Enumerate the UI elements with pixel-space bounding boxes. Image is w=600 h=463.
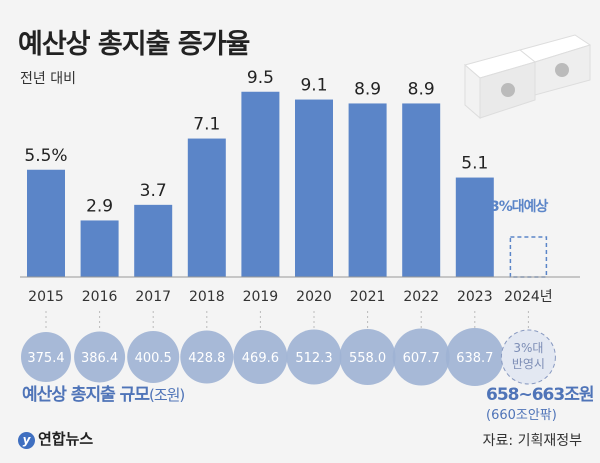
data-label: 9.1 — [300, 76, 327, 96]
data-label: 8.9 — [354, 79, 381, 99]
chart-subtitle: 전년 대비 — [20, 71, 76, 87]
x-tick-label: 2020 — [296, 289, 332, 305]
projected-line2: 반영시 — [512, 357, 545, 371]
logo: y 연합뉴스 — [18, 428, 93, 449]
projected-line1: 3%대 — [513, 341, 543, 355]
data-label: 9.5 — [247, 68, 274, 88]
data-label: 7.1 — [193, 115, 220, 135]
size-value: 558.0 — [349, 351, 386, 366]
size-circle-projected — [500, 329, 556, 385]
size-value: 469.6 — [242, 351, 279, 366]
data-label: 3.7 — [140, 181, 167, 201]
size-value: 638.7 — [456, 351, 493, 366]
data-label: 5.1 — [461, 154, 488, 174]
x-tick-label: 2018 — [189, 289, 225, 305]
size-circle — [74, 331, 126, 383]
data-label: 2.9 — [86, 196, 113, 216]
size-value: 428.8 — [188, 351, 225, 366]
x-tick-label: 2017 — [135, 289, 171, 305]
size-value: 607.7 — [403, 351, 440, 366]
projected-note: (660조안팎) — [486, 408, 557, 423]
x-tick-label: 2015 — [28, 289, 64, 305]
size-value: 512.3 — [295, 351, 332, 366]
size-circle — [233, 330, 288, 384]
size-circle — [286, 329, 342, 385]
money-stack-icon — [463, 34, 592, 120]
size-unit: (조원) — [148, 386, 185, 404]
size-value: 400.5 — [135, 351, 172, 366]
bar — [187, 138, 226, 277]
logo-text: 연합뉴스 — [38, 430, 94, 448]
bar — [295, 99, 333, 277]
data-label: 8.9 — [408, 79, 435, 99]
size-circle — [445, 328, 504, 386]
size-value: 386.4 — [81, 351, 118, 366]
source: 자료: 기획재정부 — [482, 433, 582, 449]
size-circle — [127, 331, 180, 383]
bar-projected — [509, 236, 548, 278]
bar — [27, 169, 65, 277]
size-circle — [180, 330, 234, 384]
x-tick-label: 2019 — [243, 289, 279, 305]
bar — [402, 103, 441, 277]
size-circle — [392, 328, 450, 386]
bar — [80, 220, 119, 277]
size-label-text: 예산상 총지출 규모 — [22, 385, 150, 405]
bar — [241, 91, 280, 277]
size-circle — [21, 332, 71, 382]
x-tick-label: 2022 — [403, 289, 439, 305]
x-tick-label: 2024년 — [504, 289, 553, 305]
x-tick-label: 2021 — [350, 289, 386, 305]
bar — [455, 177, 494, 277]
bar — [134, 204, 173, 277]
data-label: 5.5% — [24, 146, 67, 166]
bar — [348, 103, 387, 277]
chart-title: 예산상 총지출 증가율 — [18, 29, 250, 60]
logo-icon: y — [18, 432, 35, 449]
projected-range: 658~663조원 — [486, 385, 594, 405]
x-tick-label: 2016 — [82, 289, 118, 305]
size-circle — [339, 329, 396, 385]
size-value: 375.4 — [27, 351, 64, 366]
projected-label: 3%대예상 — [490, 199, 548, 215]
size-legend-label: 예산상 총지출 규모(조원) — [22, 380, 185, 405]
x-tick-label: 2023 — [457, 289, 493, 305]
